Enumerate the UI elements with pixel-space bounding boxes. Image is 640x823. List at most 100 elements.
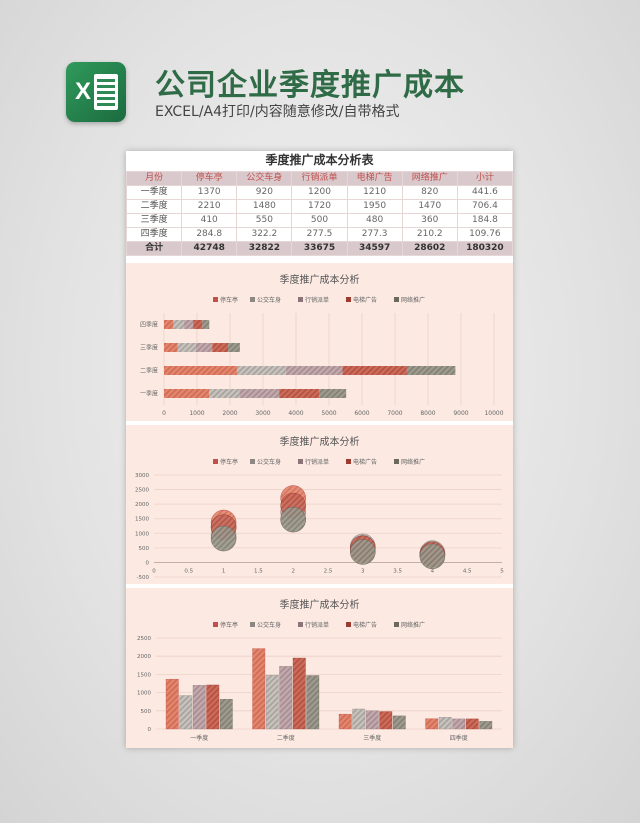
table-cell: 441.6	[456, 185, 514, 200]
y-tick-label: 三季度	[140, 344, 158, 352]
chart-panel-column: 季度推广成本分析 停车亭 公交车身 行销派单 电梯广告 网络推广 0 500 1000 1500 2…	[126, 588, 513, 748]
bar-segment	[239, 389, 280, 398]
column-header: 月份	[125, 171, 183, 186]
x-tick-label: 4	[431, 568, 435, 574]
y-tick-label: 1500	[137, 672, 151, 678]
legend-swatch	[346, 459, 351, 464]
x-tick-label: 5	[500, 568, 504, 574]
table-header-row: 月份 停车亭 公交车身 行销派单 电梯广告 网络推广 小计	[125, 171, 514, 186]
y-tick-label: 1000	[137, 691, 151, 697]
bar-segment	[228, 343, 240, 352]
legend-label: 停车亭	[220, 458, 238, 466]
x-tick-label: 2.5	[324, 568, 333, 574]
x-tick-label: 四季度	[450, 734, 468, 742]
legend-swatch	[250, 297, 255, 302]
x-tick-label: 二季度	[277, 734, 295, 742]
table-cell: 109.76	[456, 227, 514, 242]
x-tick-label: 一季度	[190, 734, 208, 742]
table-cell: 322.2	[236, 227, 293, 242]
bar-segment	[406, 366, 456, 375]
column-bar	[306, 675, 320, 730]
excel-letter: X	[74, 78, 91, 105]
y-tick-label: 1500	[135, 517, 149, 523]
table-cell: 480	[346, 213, 403, 228]
table-cell: 1370	[181, 185, 238, 200]
y-tick-label: 0	[146, 560, 150, 566]
x-tick-label: 3	[361, 568, 365, 574]
x-tick-label: 3000	[255, 410, 270, 417]
table-cell: 210.2	[401, 227, 458, 242]
bar-segment	[177, 343, 196, 352]
column-header: 行销派单	[291, 171, 348, 186]
chart-title: 季度推广成本分析	[280, 435, 360, 448]
column-bar	[438, 717, 452, 730]
column-bar	[279, 666, 293, 730]
column-bar	[365, 710, 379, 730]
table-cell: 706.4	[456, 199, 514, 214]
column-header: 电梯广告	[346, 171, 403, 186]
legend-swatch	[394, 459, 399, 464]
y-tick-label: 2500	[137, 636, 151, 642]
x-tick-label: 1000	[189, 410, 204, 417]
spreadsheet-icon	[94, 74, 118, 110]
column-bar	[392, 715, 406, 730]
legend-swatch	[346, 622, 351, 627]
table-cell: 1200	[291, 185, 348, 200]
table-cell: 四季度	[125, 227, 183, 242]
x-tick-label: 三季度	[363, 734, 381, 742]
document-preview: 季度推广成本分析表 月份 停车亭 公交车身 行销派单 电梯广告 网络推广 小计 一季度 137…	[125, 151, 514, 748]
y-tick-label: 2000	[137, 654, 151, 660]
table-cell: 三季度	[125, 213, 183, 228]
column-bar	[265, 674, 279, 730]
x-tick-label: 4.5	[463, 568, 472, 574]
bar-segment	[285, 366, 343, 375]
x-tick-label: 0	[162, 410, 166, 417]
legend-label: 公交车身	[257, 296, 281, 304]
legend-swatch	[213, 622, 218, 627]
table-row: 一季度 1370 920 1200 1210 820 441.6	[125, 185, 514, 200]
table-total-row: 合计 42748 32822 33675 34597 28602 180320	[125, 241, 514, 256]
legend-label: 公交车身	[257, 621, 281, 629]
column-bar	[452, 718, 466, 730]
column-bar	[179, 695, 193, 730]
table-cell: 1720	[291, 199, 348, 214]
legend-label: 行销派单	[305, 458, 329, 466]
table-cell: 920	[236, 185, 293, 200]
x-tick-label: 1	[222, 568, 226, 574]
column-bar	[165, 678, 179, 730]
bar-segment	[195, 343, 213, 352]
column-header: 网络推广	[401, 171, 458, 186]
column-bar	[379, 711, 393, 730]
table-cell: 820	[401, 185, 458, 200]
page-subtitle: EXCEL/A4打印/内容随意修改/自带格式	[155, 104, 400, 120]
table-cell: 284.8	[181, 227, 238, 242]
table-cell: 2210	[181, 199, 238, 214]
legend-label: 电梯广告	[353, 296, 377, 304]
chart-title: 季度推广成本分析	[280, 598, 360, 611]
legend-swatch	[394, 297, 399, 302]
table-cell: 1470	[401, 199, 458, 214]
table-cell: 一季度	[125, 185, 183, 200]
x-tick-label: 6000	[354, 410, 369, 417]
x-tick-label: 8000	[420, 410, 435, 417]
legend-swatch	[213, 459, 218, 464]
legend-swatch	[213, 297, 218, 302]
column-bar	[219, 699, 233, 730]
legend-swatch	[298, 459, 303, 464]
column-bar	[479, 721, 493, 730]
bar-segment	[164, 389, 210, 398]
column-bar	[352, 708, 366, 730]
cost-table: 月份 停车亭 公交车身 行销派单 电梯广告 网络推广 小计 一季度 1370 920 1200 12…	[125, 171, 514, 256]
legend-swatch	[394, 622, 399, 627]
table-cell: 180320	[456, 241, 514, 256]
y-tick-label: 2500	[135, 488, 149, 494]
bar-segment	[279, 389, 320, 398]
table-cell: 1950	[346, 199, 403, 214]
legend-label: 网络推广	[401, 296, 425, 304]
excel-logo-icon: X	[66, 62, 126, 122]
column-bar	[206, 684, 220, 730]
column-header: 小计	[456, 171, 514, 186]
x-tick-label: 3.5	[393, 568, 402, 574]
y-tick-label: 2000	[135, 502, 149, 508]
